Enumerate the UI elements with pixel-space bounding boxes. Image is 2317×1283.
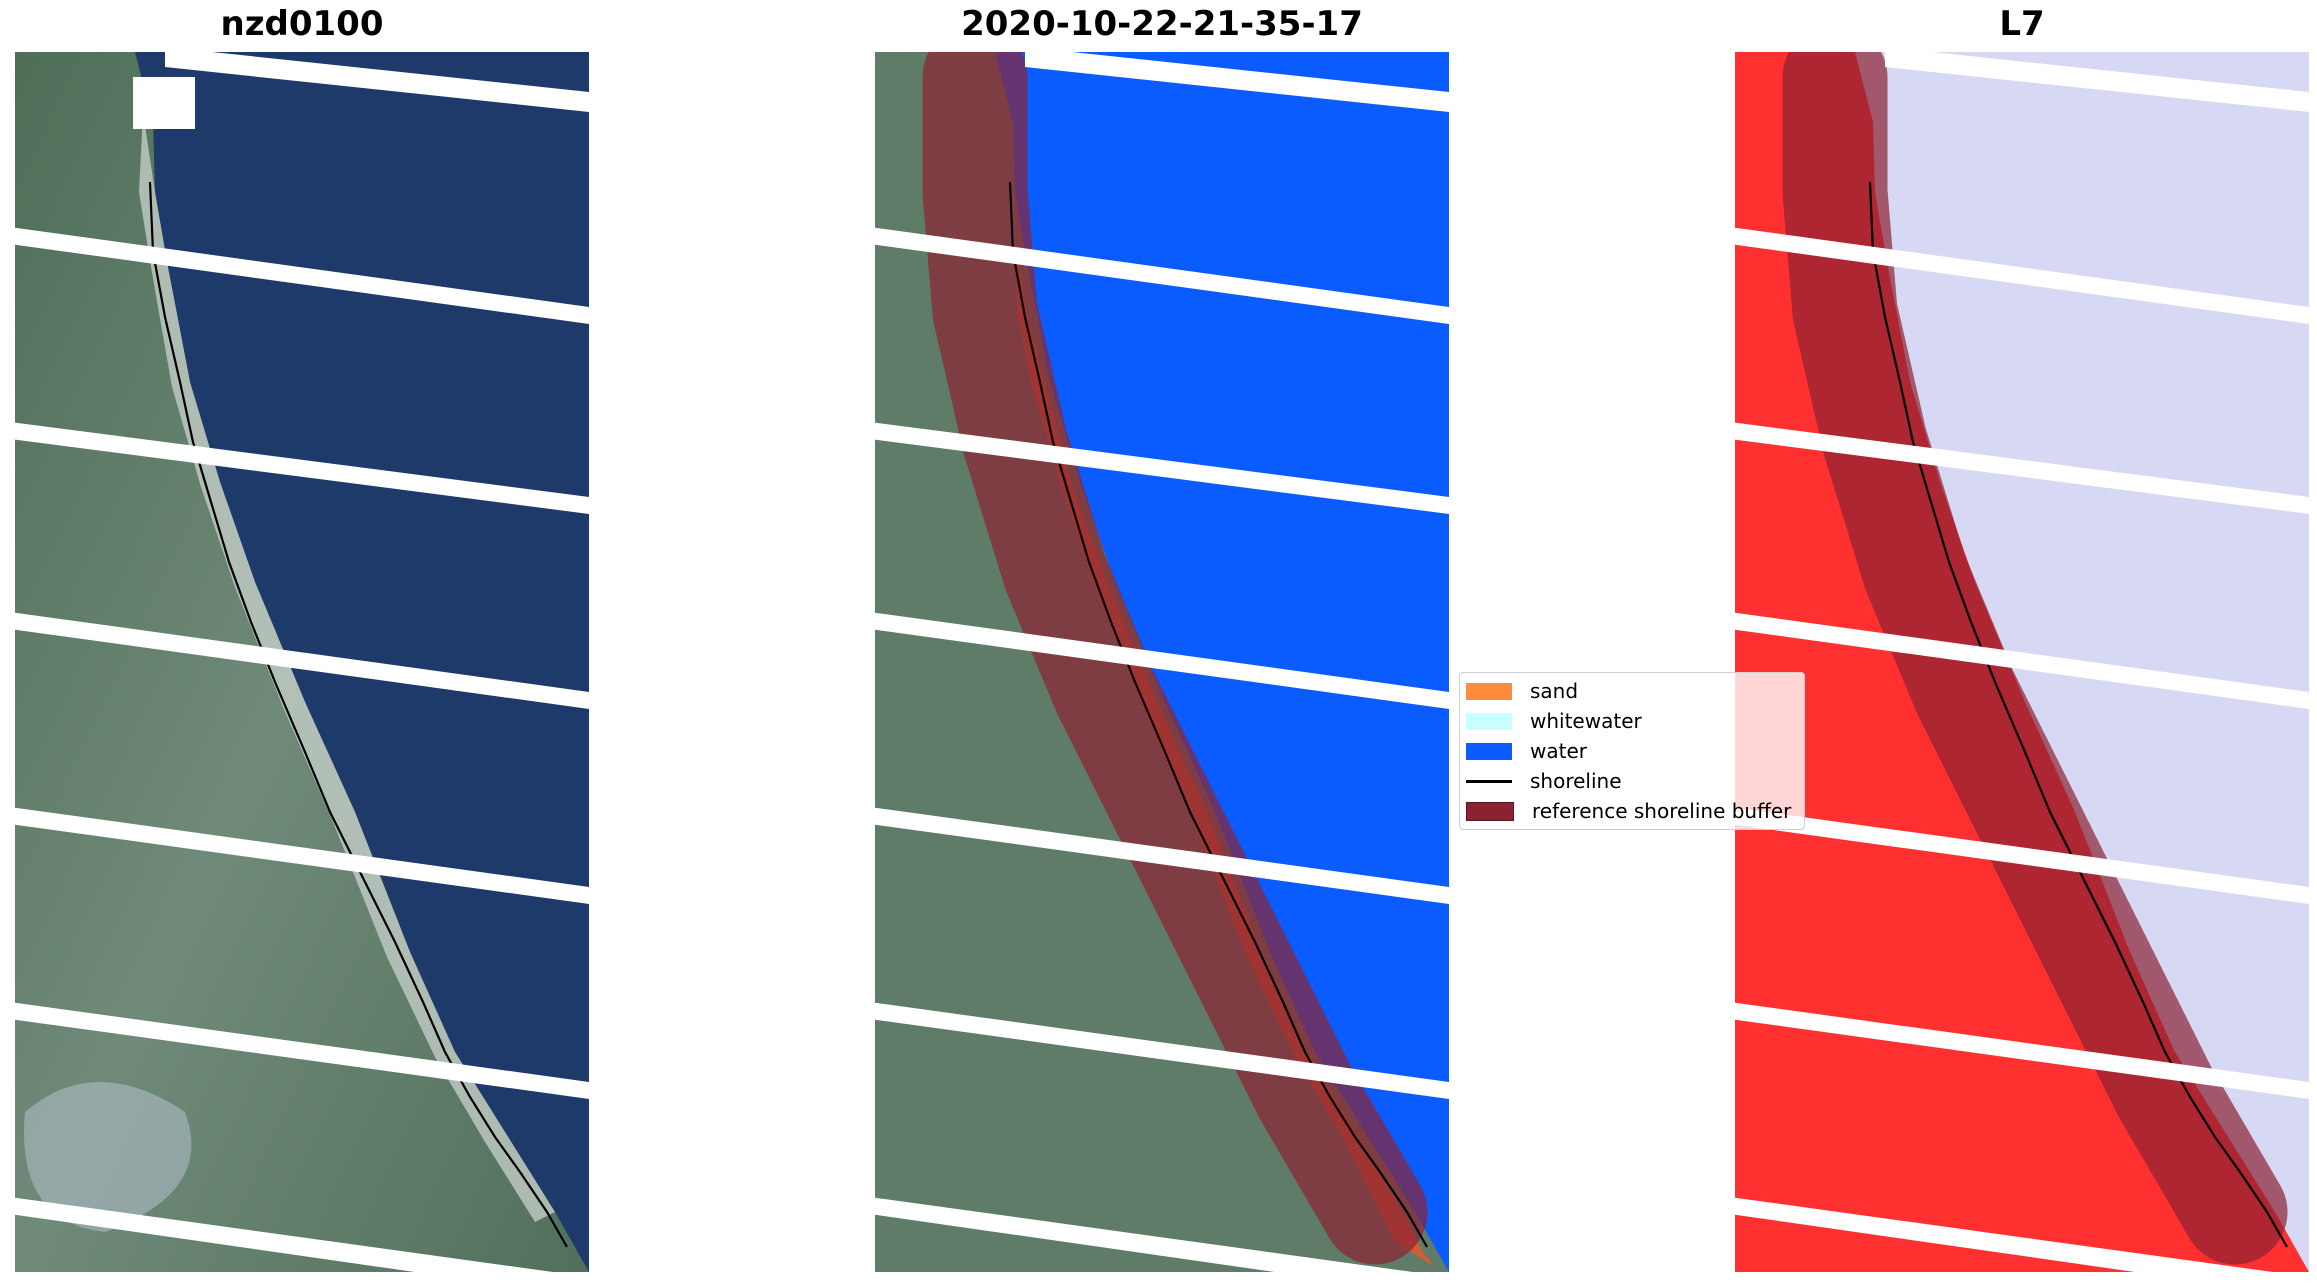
legend-swatch-reference-buffer xyxy=(1466,801,1514,821)
scanline-gaps xyxy=(1735,52,2309,1272)
legend-item-whitewater: whitewater xyxy=(1466,709,1642,733)
index-image-panel xyxy=(1735,52,2309,1272)
legend-label-shoreline: shoreline xyxy=(1530,769,1622,793)
shoreline xyxy=(148,181,568,1248)
classified-image-panel xyxy=(875,52,1449,1272)
panel-title-index: L7 xyxy=(1999,4,2045,44)
legend-swatch-sand xyxy=(1466,682,1512,700)
nodata-square xyxy=(133,77,195,129)
legend-item-water: water xyxy=(1466,739,1587,763)
cloud-patch xyxy=(24,1082,192,1232)
land-area xyxy=(15,52,589,1272)
rgb-image-panel xyxy=(15,52,589,1272)
legend-swatch-whitewater xyxy=(1466,712,1512,730)
legend-swatch-shoreline xyxy=(1466,779,1512,783)
legend-item-sand: sand xyxy=(1466,679,1578,703)
shoreline xyxy=(1868,181,2288,1248)
legend-item-reference-buffer: reference shoreline buffer xyxy=(1466,799,1791,823)
legend-label-water: water xyxy=(1530,739,1587,763)
panel-title-classified: 2020-10-22-21-35-17 xyxy=(961,4,1363,44)
shoreline xyxy=(1008,181,1428,1248)
legend: sand whitewater water shoreline referenc… xyxy=(1459,672,1805,830)
legend-label-reference-buffer: reference shoreline buffer xyxy=(1532,799,1792,823)
legend-swatch-water xyxy=(1466,742,1512,760)
scanline-gaps xyxy=(15,52,589,1272)
scanline-gaps xyxy=(875,52,1449,1272)
legend-label-sand: sand xyxy=(1530,679,1579,703)
legend-item-shoreline: shoreline xyxy=(1466,769,1622,793)
legend-label-whitewater: whitewater xyxy=(1530,709,1642,733)
panel-title-rgb: nzd0100 xyxy=(220,4,384,44)
